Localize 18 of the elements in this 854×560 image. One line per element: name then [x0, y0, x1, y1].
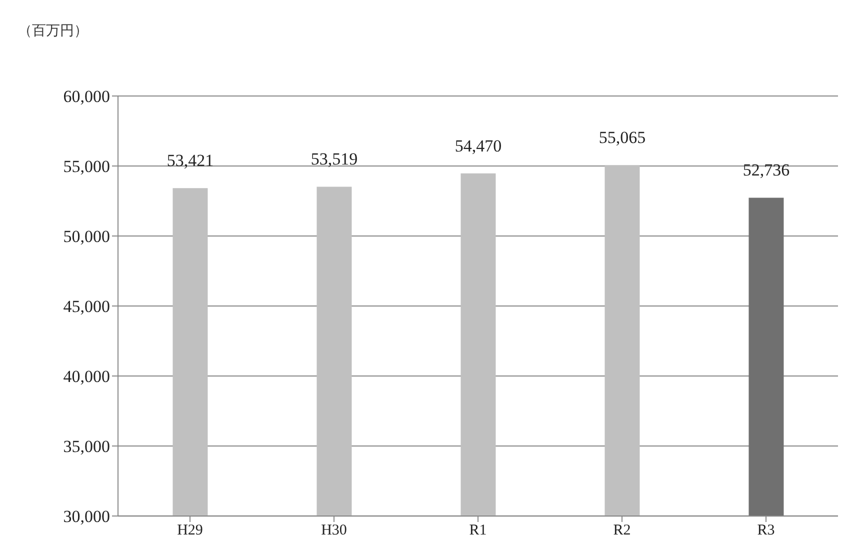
data-label: 52,736 — [742, 160, 790, 180]
y-tick-label: 45,000 — [63, 297, 110, 316]
data-label: 54,470 — [454, 136, 502, 156]
y-tick-label: 40,000 — [63, 367, 110, 386]
y-tick-label: 50,000 — [63, 227, 110, 246]
data-label: 53,519 — [310, 150, 358, 169]
y-tick-label: 60,000 — [63, 87, 110, 106]
x-tick-label: R1 — [469, 522, 487, 539]
x-tick-label: R3 — [757, 522, 775, 539]
x-tick-label: H30 — [321, 522, 347, 539]
data-label: 53,421 — [166, 151, 214, 170]
y-tick-label: 30,000 — [63, 507, 110, 526]
x-tick-label: H29 — [177, 522, 203, 539]
y-tick-label: 55,000 — [63, 157, 110, 176]
x-tick-label: R2 — [613, 522, 631, 539]
y-tick-label: 35,000 — [63, 437, 110, 456]
y-axis-title: （百万円） — [18, 23, 88, 40]
data-label: 55,065 — [598, 128, 646, 148]
